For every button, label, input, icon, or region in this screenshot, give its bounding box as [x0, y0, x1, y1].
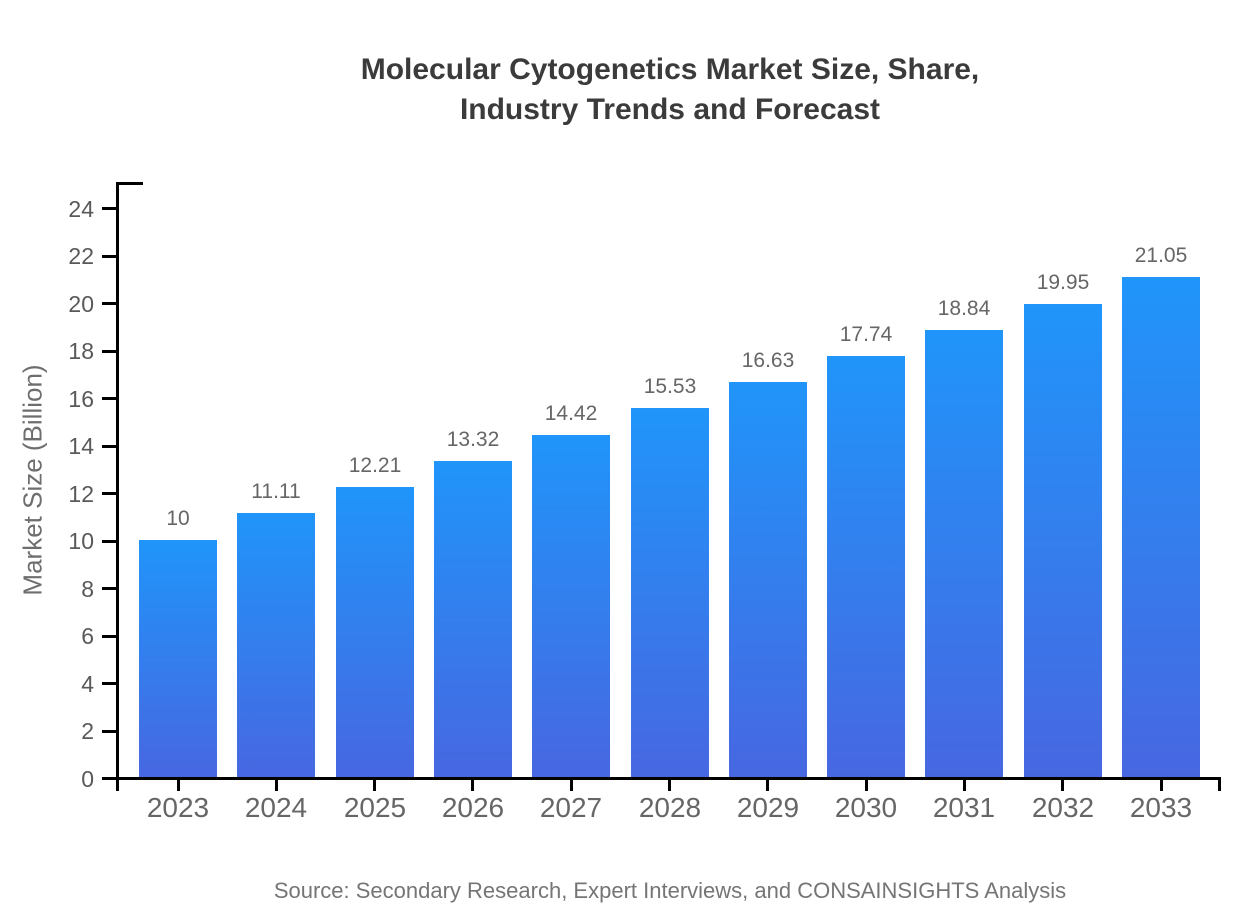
y-tick-label: 8 — [81, 576, 94, 602]
x-tick-label: 2028 — [638, 792, 702, 823]
bar-value-label: 12.21 — [348, 454, 402, 477]
x-tick-label: 2031 — [932, 792, 996, 823]
y-tick-label: 20 — [68, 291, 94, 317]
x-tick-label: 2033 — [1129, 792, 1193, 823]
x-tick-label: 2032 — [1031, 792, 1095, 823]
source-text: Source: Secondary Research, Expert Inter… — [273, 878, 1067, 903]
bar-value-label: 13.32 — [446, 428, 500, 451]
bar-2029 — [729, 382, 807, 777]
x-tick-label: 2024 — [244, 792, 308, 823]
bar-value-label: 10 — [166, 507, 190, 530]
y-tick-label: 12 — [68, 481, 94, 507]
x-tick — [275, 780, 278, 791]
x-tick — [1061, 780, 1064, 791]
bar-2032 — [1024, 304, 1102, 777]
chart-title: Molecular Cytogenetics Market Size, Shar… — [80, 50, 1260, 130]
bar-2027 — [532, 435, 610, 777]
x-axis-line — [109, 777, 1221, 780]
y-tick-label: 4 — [81, 671, 94, 697]
y-tick-label: 16 — [68, 386, 94, 412]
bar-value-label: 11.11 — [251, 480, 301, 503]
bar-value-label: 15.53 — [643, 375, 697, 398]
y-tick — [102, 445, 116, 448]
x-tick-label: 2027 — [539, 792, 603, 823]
y-tick-label: 14 — [68, 433, 94, 459]
x-tick-label: 2023 — [146, 792, 210, 823]
bar-value-label: 14.42 — [544, 402, 598, 425]
bar-2023 — [139, 540, 217, 777]
bar-2024 — [237, 513, 315, 777]
bar-value-label: 17.74 — [839, 323, 893, 346]
y-tick — [102, 397, 116, 400]
bar-2028 — [631, 408, 709, 777]
x-tick — [668, 780, 671, 791]
bar-2025 — [336, 487, 414, 777]
y-tick — [102, 350, 116, 353]
x-tick — [471, 780, 474, 791]
x-tick — [570, 780, 573, 791]
x-tick — [177, 780, 180, 791]
y-tick-label: 22 — [68, 243, 94, 269]
bar-2033 — [1122, 277, 1200, 777]
bar-2030 — [827, 356, 905, 777]
y-tick — [102, 635, 116, 638]
chart-title-line1: Molecular Cytogenetics Market Size, Shar… — [360, 53, 980, 86]
x-tick — [963, 780, 966, 791]
chart-title-line2: Industry Trends and Forecast — [459, 93, 881, 126]
y-tick-label: 0 — [81, 766, 94, 792]
y-tick — [102, 207, 116, 210]
y-tick-label: 6 — [81, 623, 94, 649]
y-tick — [102, 540, 116, 543]
y-tick — [102, 492, 116, 495]
bar-value-label: 18.84 — [937, 297, 991, 320]
y-tick — [102, 777, 116, 780]
y-tick-label: 10 — [68, 528, 94, 554]
bar-value-label: 19.95 — [1036, 271, 1090, 294]
y-tick-label: 24 — [68, 196, 94, 222]
y-tick — [102, 730, 116, 733]
y-tick — [102, 302, 116, 305]
y-tick — [102, 587, 116, 590]
y-tick-label: 18 — [68, 338, 94, 364]
x-tick-label: 2026 — [441, 792, 505, 823]
bar-value-label: 21.05 — [1134, 244, 1188, 267]
x-axis-end-tick — [1218, 777, 1221, 791]
bar-value-label: 16.63 — [741, 349, 795, 372]
y-tick — [102, 255, 116, 258]
x-tick — [865, 780, 868, 791]
y-axis-top-cap — [116, 182, 143, 185]
bar-2026 — [434, 461, 512, 777]
x-tick-label: 2025 — [343, 792, 407, 823]
x-tick — [1160, 780, 1163, 791]
x-tick — [373, 780, 376, 791]
x-tick-label: 2030 — [834, 792, 898, 823]
y-tick — [102, 682, 116, 685]
bar-2031 — [925, 330, 1003, 777]
x-tick — [766, 780, 769, 791]
y-tick-label: 2 — [81, 718, 94, 744]
y-axis-line — [116, 182, 119, 791]
x-tick-label: 2029 — [736, 792, 800, 823]
